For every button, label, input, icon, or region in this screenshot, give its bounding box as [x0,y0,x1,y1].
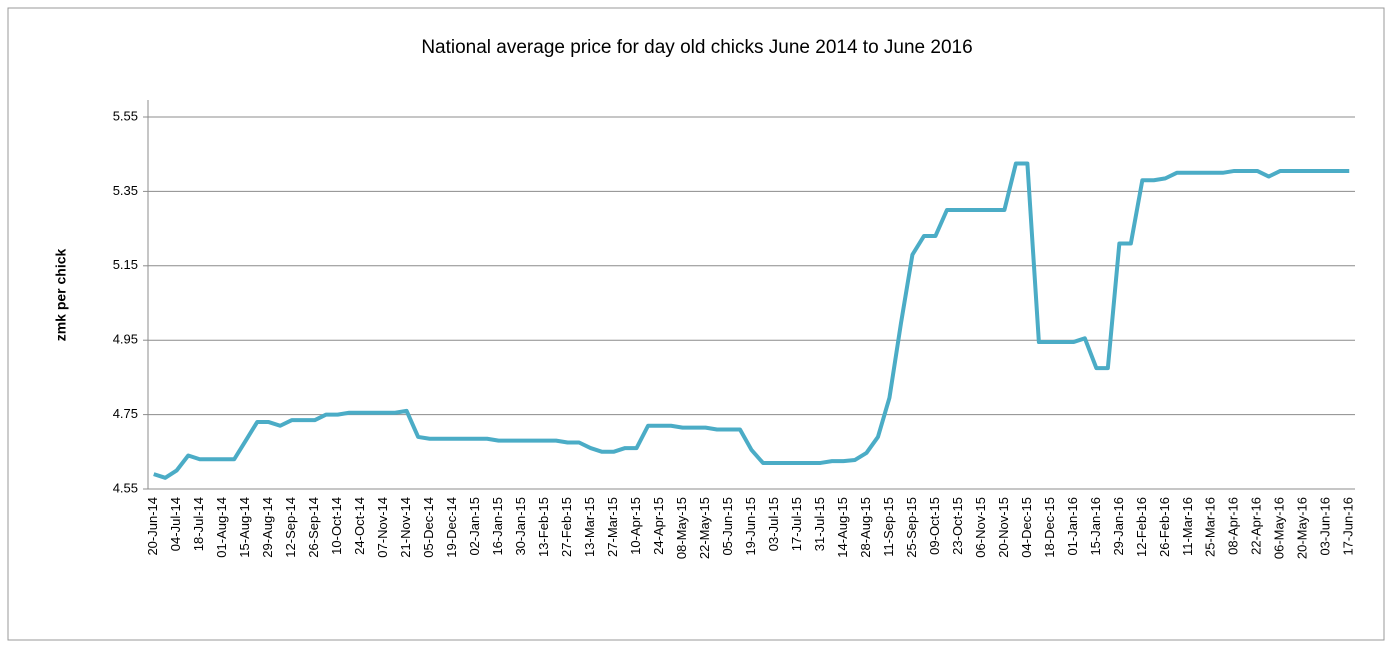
x-tick-label: 03-Jun-16 [1318,497,1333,556]
x-tick-label: 04-Dec-15 [1019,497,1034,558]
x-tick-label: 18-Dec-15 [1042,497,1057,558]
x-tick-label: 17-Jul-15 [789,497,804,551]
y-tick-label: 4.75 [113,406,138,421]
x-tick-label: 20-Nov-15 [996,497,1011,558]
x-tick-label: 19-Dec-14 [444,497,459,558]
x-tick-label: 25-Mar-16 [1203,497,1218,557]
x-tick-label: 05-Jun-15 [720,497,735,556]
x-tick-label: 12-Sep-14 [283,497,298,558]
x-tick-label: 16-Jan-15 [490,497,505,556]
x-tick-label: 24-Apr-15 [651,497,666,555]
x-tick-label: 26-Sep-14 [306,497,321,558]
x-tick-label: 22-May-15 [697,497,712,559]
chart-title: National average price for day old chick… [421,37,972,58]
x-tick-label: 18-Jul-14 [191,497,206,551]
x-tick-label: 13-Mar-15 [582,497,597,557]
x-tick-label: 28-Aug-15 [858,497,873,558]
x-tick-label: 14-Aug-15 [835,497,850,558]
x-tick-label: 25-Sep-15 [904,497,919,558]
x-tick-label: 19-Jun-15 [743,497,758,556]
x-tick-label: 01-Jan-16 [1065,497,1080,556]
x-tick-label: 07-Nov-14 [375,497,390,558]
y-tick-label: 5.35 [113,183,138,198]
x-tick-label: 20-Jun-14 [145,497,160,556]
x-tick-label: 27-Feb-15 [559,497,574,557]
x-tick-label: 31-Jul-15 [812,497,827,551]
x-tick-label: 20-May-16 [1295,497,1310,559]
y-tick-label: 4.55 [113,480,138,495]
x-tick-label: 21-Nov-14 [398,497,413,558]
x-tick-label: 05-Dec-14 [421,497,436,558]
x-tick-label: 08-Apr-16 [1226,497,1241,555]
y-tick-label: 4.95 [113,332,138,347]
x-tick-label: 09-Oct-15 [927,497,942,555]
x-tick-label: 17-Jun-16 [1341,497,1356,556]
x-tick-label: 26-Feb-16 [1157,497,1172,557]
x-tick-label: 29-Jan-16 [1111,497,1126,556]
x-tick-label: 12-Feb-16 [1134,497,1149,557]
data-line [153,161,1350,480]
x-tick-label: 23-Oct-15 [950,497,965,555]
y-axis-label: zmk per chick [53,248,69,341]
x-tick-label: 06-Nov-15 [973,497,988,558]
x-tick-label: 11-Sep-15 [881,497,896,557]
x-tick-label: 02-Jan-15 [467,497,482,556]
x-tick-label: 10-Apr-15 [628,497,643,555]
x-tick-label: 22-Apr-16 [1249,497,1264,555]
x-tick-label: 27-Mar-15 [605,497,620,557]
x-tick-label: 10-Oct-14 [329,497,344,555]
y-tick-label: 5.15 [113,257,138,272]
x-tick-label: 03-Jul-15 [766,497,781,551]
x-tick-label: 30-Jan-15 [513,497,528,556]
x-tick-label: 06-May-16 [1272,497,1287,559]
x-tick-label: 04-Jul-14 [168,497,183,551]
x-tick-label: 29-Aug-14 [260,497,275,558]
x-tick-label: 15-Jan-16 [1088,497,1103,556]
x-tick-label: 15-Aug-14 [237,497,252,558]
x-tick-label: 13-Feb-15 [536,497,551,557]
chart-frame [7,7,1385,641]
x-tick-label: 01-Aug-14 [214,497,229,558]
x-tick-label: 11-Mar-16 [1180,497,1195,556]
y-tick-label: 5.55 [113,108,138,123]
x-tick-label: 08-May-15 [674,497,689,559]
x-tick-label: 24-Oct-14 [352,497,367,555]
